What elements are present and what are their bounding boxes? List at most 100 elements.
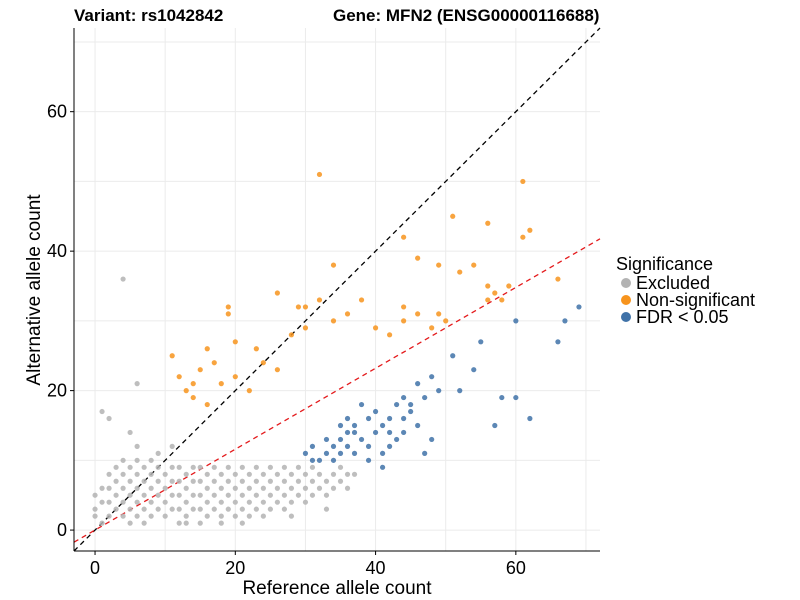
point-excluded	[218, 499, 224, 505]
point-non-significant	[344, 311, 351, 317]
point-fdr-0-05	[379, 464, 386, 470]
point-excluded	[176, 506, 182, 512]
point-excluded	[337, 464, 344, 470]
point-excluded	[141, 464, 147, 470]
point-fdr-0-05	[309, 443, 316, 449]
points	[92, 171, 582, 526]
point-fdr-0-05	[436, 388, 442, 394]
point-fdr-0-05	[365, 443, 372, 449]
point-fdr-0-05	[358, 401, 365, 408]
point-non-significant	[401, 304, 407, 310]
point-excluded	[106, 471, 112, 477]
point-fdr-0-05	[344, 429, 351, 436]
point-excluded	[155, 478, 161, 484]
point-excluded	[162, 499, 168, 505]
point-excluded	[190, 492, 196, 498]
point-excluded	[260, 513, 266, 519]
point-fdr-0-05	[450, 353, 456, 359]
legend-title: Significance	[616, 254, 713, 274]
point-non-significant	[330, 262, 337, 268]
point-excluded	[197, 520, 203, 526]
point-fdr-0-05	[351, 422, 358, 429]
point-excluded	[141, 520, 147, 526]
point-fdr-0-05	[302, 450, 309, 456]
point-non-significant	[197, 367, 203, 373]
point-excluded	[120, 471, 126, 477]
point-non-significant	[372, 325, 379, 331]
point-non-significant	[485, 283, 491, 289]
point-excluded	[106, 485, 112, 491]
point-non-significant	[302, 304, 309, 310]
point-excluded	[330, 485, 337, 491]
point-excluded	[190, 506, 196, 512]
point-excluded	[113, 506, 119, 512]
point-fdr-0-05	[387, 429, 393, 436]
point-non-significant	[232, 339, 238, 345]
point-non-significant	[232, 374, 238, 380]
point-excluded	[148, 457, 154, 463]
point-excluded	[225, 464, 231, 470]
ticks: 0 20 40 60 0 20 40 60	[47, 102, 526, 578]
point-excluded	[127, 492, 133, 498]
point-excluded	[197, 478, 203, 484]
point-fdr-0-05	[422, 394, 428, 401]
point-excluded	[134, 381, 140, 387]
point-excluded	[253, 506, 259, 512]
point-excluded	[113, 464, 119, 470]
point-excluded	[260, 485, 266, 491]
point-excluded	[218, 513, 224, 519]
point-non-significant	[190, 394, 196, 401]
point-fdr-0-05	[408, 401, 414, 408]
point-non-significant	[260, 360, 266, 366]
point-non-significant	[288, 332, 295, 338]
point-excluded	[225, 506, 231, 512]
point-excluded	[288, 499, 295, 505]
point-excluded	[176, 478, 182, 484]
y-tick-label: 20	[47, 381, 67, 401]
point-excluded	[337, 478, 344, 484]
point-non-significant	[520, 234, 526, 240]
point-excluded	[141, 492, 147, 498]
point-excluded	[155, 506, 161, 512]
point-excluded	[302, 485, 309, 491]
point-fdr-0-05	[401, 429, 407, 436]
point-excluded	[141, 478, 147, 484]
point-excluded	[267, 492, 273, 498]
point-excluded	[225, 492, 231, 498]
fit-reference-line	[73, 238, 601, 543]
point-excluded	[155, 492, 161, 498]
point-excluded	[239, 492, 245, 498]
point-non-significant	[316, 171, 323, 178]
point-fdr-0-05	[513, 394, 519, 401]
point-excluded	[295, 464, 302, 470]
legend-key-2	[621, 312, 631, 322]
point-excluded	[169, 506, 175, 512]
point-fdr-0-05	[457, 388, 463, 394]
point-excluded	[127, 478, 133, 484]
point-excluded	[309, 492, 316, 498]
y-tick-label: 0	[57, 520, 67, 540]
point-non-significant	[443, 318, 449, 324]
point-excluded	[288, 485, 295, 491]
point-non-significant	[429, 325, 435, 331]
point-excluded	[106, 513, 112, 519]
point-excluded	[225, 478, 231, 484]
point-excluded	[127, 429, 133, 436]
point-fdr-0-05	[401, 415, 407, 422]
point-fdr-0-05	[478, 339, 484, 345]
point-excluded	[162, 471, 168, 477]
point-excluded	[232, 471, 238, 477]
point-excluded	[323, 492, 330, 498]
point-excluded	[197, 506, 203, 512]
point-excluded	[134, 485, 140, 491]
point-fdr-0-05	[365, 457, 372, 463]
point-excluded	[239, 478, 245, 484]
point-excluded	[323, 506, 330, 512]
point-non-significant	[302, 325, 309, 331]
point-non-significant	[316, 297, 323, 303]
point-excluded	[120, 513, 126, 519]
legend-label: FDR < 0.05	[636, 307, 729, 327]
point-excluded	[190, 478, 196, 484]
point-excluded	[344, 485, 351, 491]
